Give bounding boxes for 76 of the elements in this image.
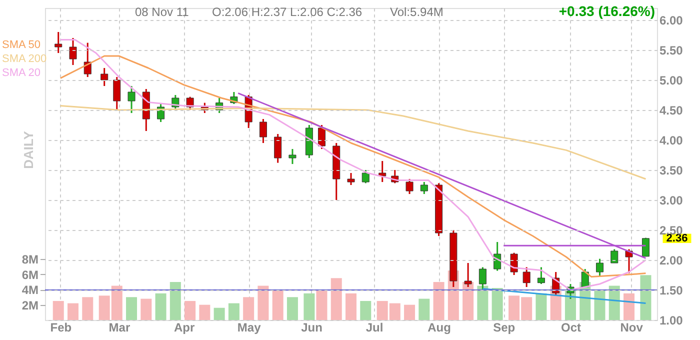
bar xyxy=(140,298,152,320)
annotation: 08 Nov 11 xyxy=(135,5,190,19)
candlestick xyxy=(318,124,326,150)
bar xyxy=(433,282,444,320)
bar xyxy=(199,304,210,320)
candlestick xyxy=(378,160,386,183)
candlestick xyxy=(128,85,136,114)
candlestick xyxy=(259,118,267,144)
bar xyxy=(258,286,269,320)
bar xyxy=(624,293,635,320)
y2-tick-label: 4M xyxy=(22,283,38,298)
bar xyxy=(594,290,606,320)
annotation: +0.33 (16.26%) xyxy=(558,3,655,19)
y-tick-label: 4.50 xyxy=(660,104,684,118)
y2-tick-label: 2M xyxy=(22,298,38,312)
y-tick-label: 1.50 xyxy=(660,284,684,298)
candlestick xyxy=(596,258,604,278)
x-tick-label: May xyxy=(237,320,262,334)
bar xyxy=(608,286,620,320)
bar xyxy=(462,282,474,320)
bar xyxy=(346,293,356,320)
bar xyxy=(243,297,254,320)
x-tick-label: Mar xyxy=(108,320,130,334)
candlestick xyxy=(522,266,530,288)
y-tick-label: 2.00 xyxy=(660,254,684,268)
candlestick xyxy=(642,237,650,258)
y-tick-label: 5.00 xyxy=(660,74,684,88)
bar xyxy=(492,288,503,320)
text: SMA 200 xyxy=(2,53,47,65)
y-tick-label: 1.00 xyxy=(660,314,684,328)
bar xyxy=(360,300,372,320)
candlestick xyxy=(625,248,633,274)
x-tick-label: Sep xyxy=(493,320,516,334)
bar xyxy=(170,282,181,320)
bar xyxy=(418,298,430,320)
text: SMA 20 xyxy=(2,67,41,79)
x-tick-label: Aug xyxy=(428,320,451,334)
bar xyxy=(272,290,284,320)
bar xyxy=(126,297,138,320)
x-tick-label: Jun xyxy=(301,320,322,334)
x-tick-label: Apr xyxy=(174,320,195,334)
y-tick-label: 5.50 xyxy=(660,44,684,58)
y2-tick-label: 6M xyxy=(22,268,38,282)
candlestick xyxy=(494,241,502,272)
y2-tick-label: 8M xyxy=(22,252,38,267)
text: SMA 50 xyxy=(2,39,41,51)
y-tick-label: 6.00 xyxy=(660,14,684,28)
candlestick xyxy=(288,148,296,165)
bar xyxy=(304,293,315,320)
bar xyxy=(286,297,298,320)
bar xyxy=(536,293,547,320)
bar xyxy=(155,293,166,320)
candlestick xyxy=(406,178,414,195)
x-tick-label: Oct xyxy=(560,320,581,334)
bar xyxy=(404,304,416,320)
bar xyxy=(184,300,196,320)
candlestick xyxy=(362,169,370,184)
x-tick-label: Jul xyxy=(366,320,384,334)
bar xyxy=(228,303,240,320)
y-tick-label: 3.50 xyxy=(660,164,684,178)
candlestick xyxy=(510,252,518,276)
candlestick xyxy=(274,133,282,164)
bar xyxy=(316,290,328,320)
annotation: Vol:5.94M xyxy=(390,5,444,19)
candlestick xyxy=(537,266,545,285)
candlestick xyxy=(610,248,618,264)
bar xyxy=(330,278,342,320)
x-tick-label: Nov xyxy=(620,320,644,334)
x-tick-label: Feb xyxy=(50,320,72,334)
annotation: O:2.06 H:2.37 L:2.06 C:2.36 xyxy=(212,5,362,19)
candlestick xyxy=(347,172,355,186)
bar xyxy=(214,308,225,320)
y-tick-label: 4.00 xyxy=(660,134,684,148)
candlestick xyxy=(420,181,428,195)
bar xyxy=(640,275,652,320)
y-tick-label: 3.00 xyxy=(660,194,684,208)
